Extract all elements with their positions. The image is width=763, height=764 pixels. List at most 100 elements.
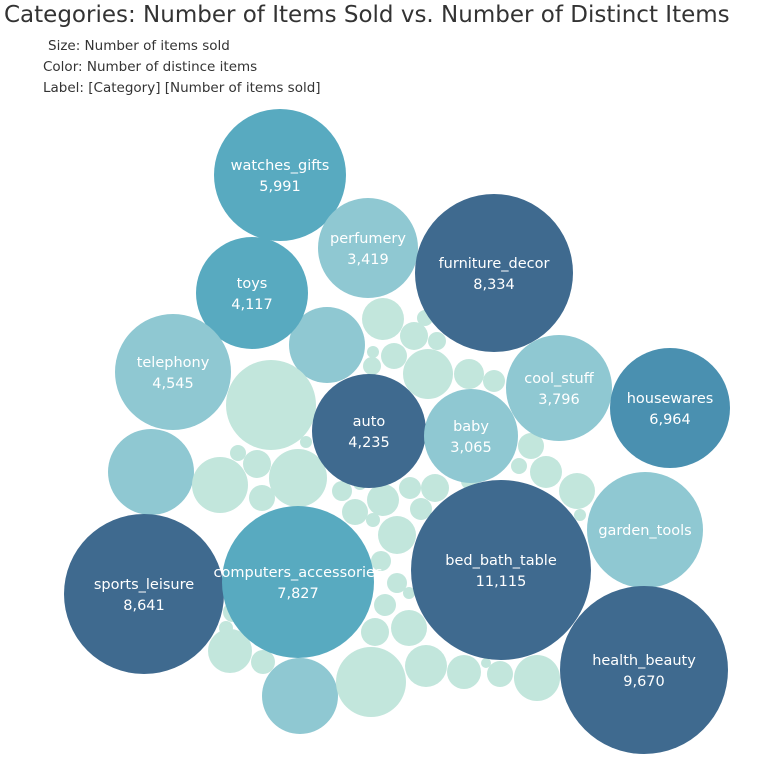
- bubble-unlabeled-9: [362, 298, 404, 340]
- bubble-circle: [424, 389, 518, 483]
- bubble-unlabeled-46: [405, 645, 447, 687]
- bubble-category-label: bed_bath_table: [445, 553, 557, 569]
- bubble-unlabeled-32: [378, 516, 416, 554]
- bubble-circle: [115, 314, 231, 430]
- bubble-value-label: 8,334: [473, 277, 515, 293]
- bubble-value-label: 3,796: [538, 392, 580, 408]
- bubble-unlabeled-23: [574, 509, 586, 521]
- bubble-circle: [560, 586, 728, 754]
- bubble-category-label: garden_tools: [598, 523, 691, 539]
- bubble-value-label: 11,115: [476, 574, 527, 590]
- bubble-category-label: housewares: [627, 391, 714, 407]
- bubble-unlabeled-7: [249, 485, 275, 511]
- bubble-category-label: watches_gifts: [231, 158, 330, 174]
- bubble-unlabeled-31: [410, 498, 432, 520]
- chart-title: Categories: Number of Items Sold vs. Num…: [4, 2, 730, 28]
- bubble-unlabeled-36: [374, 594, 396, 616]
- bubble-unlabeled-26: [399, 477, 421, 499]
- bubble-unlabeled-8: [300, 436, 312, 448]
- bubble-unlabeled-14: [403, 349, 453, 399]
- bubble-circle: [587, 472, 703, 588]
- bubble-category-label: perfumery: [330, 231, 406, 247]
- bubble-circle: [318, 198, 418, 298]
- unlabeled-bubbles: [108, 298, 595, 734]
- bubble-category-label: furniture_decor: [439, 256, 550, 272]
- legend-size: Size: Number of items sold: [48, 38, 230, 54]
- bubble-perfumery: perfumery 3,419: [318, 198, 418, 298]
- bubble-unlabeled-16: [454, 359, 484, 389]
- bubble-value-label: 9,670: [623, 674, 665, 690]
- bubble-category-label: baby: [453, 419, 489, 435]
- bubble-unlabeled-28: [342, 499, 368, 525]
- bubble-unlabeled-1: [289, 307, 365, 383]
- bubble-unlabeled-29: [332, 481, 352, 501]
- bubble-unlabeled-13: [363, 357, 381, 375]
- bubble-value-label: 3,065: [450, 440, 492, 456]
- bubble-category-label: telephony: [137, 355, 210, 371]
- bubble-unlabeled-3: [192, 457, 248, 513]
- bubble-unlabeled-43: [251, 650, 275, 674]
- bubble-housewares: housewares 6,964: [610, 348, 730, 468]
- bubble-unlabeled-38: [391, 610, 427, 646]
- bubble-unlabeled-21: [511, 458, 527, 474]
- bubble-value-label: 7,827: [277, 586, 319, 602]
- bubble-unlabeled-6: [230, 445, 246, 461]
- bubble-unlabeled-50: [481, 658, 491, 668]
- bubble-value-label: 6,964: [649, 412, 691, 428]
- legend-label: Label: [Category] [Number of items sold]: [43, 80, 321, 96]
- bubble-garden-tools: garden_tools: [587, 472, 703, 588]
- bubble-unlabeled-25: [421, 474, 449, 502]
- bubble-unlabeled-2: [226, 360, 316, 450]
- bubble-circle: [214, 109, 346, 241]
- bubble-value-label: 3,419: [347, 252, 389, 268]
- bubble-unlabeled-33: [366, 513, 380, 527]
- bubble-telephony: telephony 4,545: [115, 314, 231, 430]
- bubble-unlabeled-12: [367, 346, 379, 358]
- bubble-unlabeled-44: [262, 658, 338, 734]
- bubble-value-label: 4,235: [348, 435, 390, 451]
- labeled-bubbles: watches_gifts 5,991 perfumery 3,419 furnitur…: [64, 109, 730, 754]
- bubble-unlabeled-5: [243, 450, 271, 478]
- bubble-unlabeled-42: [208, 629, 252, 673]
- bubble-value-label: 8,641: [123, 598, 165, 614]
- bubble-sports-leisure: sports_leisure 8,641: [64, 514, 224, 674]
- bubble-category-label: cool_stuff: [524, 371, 594, 387]
- bubble-unlabeled-39: [361, 618, 389, 646]
- bubble-unlabeled-19: [518, 433, 544, 459]
- bubble-category-label: health_beauty: [592, 653, 696, 669]
- bubble-unlabeled-20: [530, 456, 562, 488]
- bubble-bed-bath-table: bed_bath_table 11,115: [411, 480, 591, 660]
- bubble-unlabeled-17: [483, 370, 505, 392]
- bubble-unlabeled-35: [387, 573, 407, 593]
- bubble-circle: [610, 348, 730, 468]
- bubble-unlabeled-15: [428, 332, 446, 350]
- bubble-unlabeled-10: [400, 322, 428, 350]
- bubble-health-beauty: health_beauty 9,670: [560, 586, 728, 754]
- bubble-circle: [506, 335, 612, 441]
- bubble-category-label: auto: [353, 414, 386, 430]
- bubble-value-label: 4,117: [231, 297, 273, 313]
- bubble-circle: [415, 194, 573, 352]
- bubble-toys: toys 4,117: [196, 237, 308, 349]
- bubble-unlabeled-34: [371, 551, 391, 571]
- bubble-auto: auto 4,235: [312, 374, 426, 488]
- bubble-circle: [222, 506, 374, 658]
- bubble-value-label: 5,991: [259, 179, 301, 195]
- bubble-unlabeled-11: [381, 343, 407, 369]
- bubble-unlabeled-47: [447, 655, 481, 689]
- bubble-category-label: computers_accessories: [214, 565, 383, 581]
- bubble-unlabeled-4: [269, 449, 327, 507]
- bubble-unlabeled-45: [336, 647, 406, 717]
- bubble-unlabeled-27: [367, 484, 399, 516]
- bubble-baby: baby 3,065: [424, 389, 518, 483]
- bubble-unlabeled-37: [403, 587, 415, 599]
- bubble-category-label: toys: [237, 276, 268, 292]
- bubble-unlabeled-22: [559, 473, 595, 509]
- bubble-cool-stuff: cool_stuff 3,796: [506, 335, 612, 441]
- bubble-circle: [411, 480, 591, 660]
- bubble-unlabeled-49: [514, 655, 560, 701]
- bubble-value-label: 4,545: [152, 376, 194, 392]
- bubble-circle: [64, 514, 224, 674]
- bubble-watches-gifts: watches_gifts 5,991: [214, 109, 346, 241]
